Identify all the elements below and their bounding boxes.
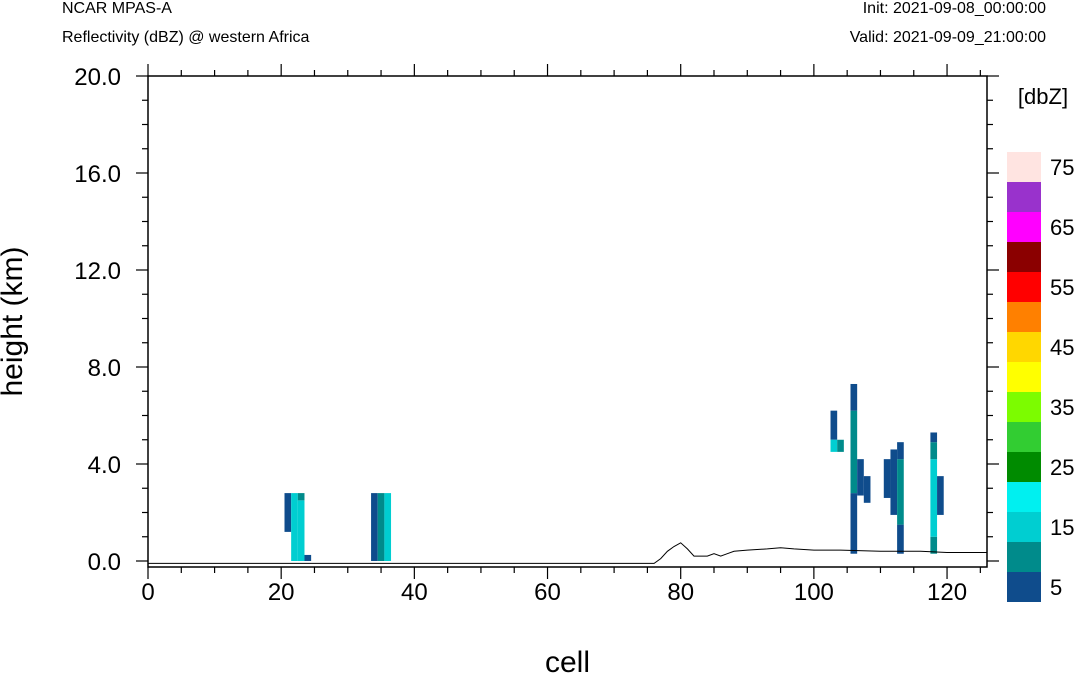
x-tick-label: 60 xyxy=(534,579,561,606)
reflectivity-cell xyxy=(291,493,298,561)
colorbar-swatch xyxy=(1007,482,1041,512)
y-tick-label: 0.0 xyxy=(88,549,121,576)
y-tick-label: 16.0 xyxy=(74,161,121,188)
colorbar-label: 15 xyxy=(1050,515,1074,540)
reflectivity-cell xyxy=(930,432,938,443)
colorbar-swatch xyxy=(1007,272,1041,302)
colorbar-swatch xyxy=(1007,152,1041,182)
x-tick-label: 120 xyxy=(927,579,967,606)
colorbar-swatch xyxy=(1007,182,1041,212)
reflectivity-cells xyxy=(284,383,944,562)
reflectivity-cell xyxy=(930,442,938,460)
colorbar-title: [dbZ] xyxy=(1018,84,1068,109)
reflectivity-cell xyxy=(897,442,904,460)
reflectivity-cell xyxy=(857,459,864,496)
reflectivity-cell xyxy=(284,493,292,532)
reflectivity-cell xyxy=(830,410,838,440)
colorbar-label: 35 xyxy=(1050,395,1074,420)
colorbar-swatch xyxy=(1007,542,1041,572)
colorbar-swatch xyxy=(1007,392,1041,422)
x-axis-label: cell xyxy=(545,646,590,677)
x-tick-label: 40 xyxy=(401,579,428,606)
plot-subtitle: Reflectivity (dBZ) @ western Africa xyxy=(62,29,310,46)
reflectivity-cell xyxy=(371,493,378,561)
y-tick-label: 4.0 xyxy=(88,452,121,479)
colorbar-label: 55 xyxy=(1050,275,1074,300)
reflectivity-cell xyxy=(297,500,305,562)
x-tick-label: 0 xyxy=(141,579,154,606)
reflectivity-cell xyxy=(930,459,938,537)
reflectivity-cell xyxy=(384,493,392,561)
model-title: NCAR MPAS-A xyxy=(62,0,172,17)
colorbar: 5 15 25 35 45 55 65 75 [dbZ] xyxy=(1007,84,1074,602)
colorbar-swatch xyxy=(1007,422,1041,452)
colorbar-label: 65 xyxy=(1050,215,1074,240)
colorbar-swatch xyxy=(1007,362,1041,392)
plot-border xyxy=(147,75,988,568)
plot-frame: 0 20 40 60 80 100 120 0.0 4.0 8.0 12.0 16.0 20.0 cell… xyxy=(0,64,999,677)
colorbar-swatch xyxy=(1007,242,1041,272)
init-time: Init: 2021-09-08_00:00:00 xyxy=(862,0,1046,17)
y-tick-label: 12.0 xyxy=(74,258,121,285)
colorbar-swatch xyxy=(1007,332,1041,362)
reflectivity-cell xyxy=(890,449,898,515)
x-tick-label: 100 xyxy=(794,579,834,606)
reflectivity-cell xyxy=(850,410,858,494)
colorbar-swatch xyxy=(1007,572,1041,602)
colorbar-swatch xyxy=(1007,212,1041,242)
terrain-line xyxy=(148,542,987,564)
y-axis-label: height (km) xyxy=(0,246,29,396)
colorbar-label: 5 xyxy=(1050,575,1062,600)
x-tick-label: 80 xyxy=(667,579,694,606)
colorbar-label: 75 xyxy=(1050,155,1074,180)
reflectivity-cell xyxy=(304,554,312,561)
reflectivity-cell xyxy=(937,476,944,515)
reflectivity-cell xyxy=(377,493,385,561)
y-tick-label: 8.0 xyxy=(88,355,121,382)
reflectivity-cell xyxy=(930,536,938,554)
terrain xyxy=(148,542,987,564)
reflectivity-cell xyxy=(850,383,858,411)
reflectivity-cell xyxy=(837,439,844,452)
colorbar-label: 25 xyxy=(1050,455,1074,480)
colorbar-swatch xyxy=(1007,452,1041,482)
valid-time: Valid: 2021-09-09_21:00:00 xyxy=(849,29,1046,46)
colorbar-label: 45 xyxy=(1050,335,1074,360)
reflectivity-cell xyxy=(883,459,891,498)
y-tick-label: 20.0 xyxy=(74,64,121,91)
colorbar-swatch xyxy=(1007,512,1041,542)
reflectivity-cell xyxy=(297,493,305,501)
reflectivity-cell xyxy=(897,459,904,525)
reflectivity-cell xyxy=(863,476,871,503)
colorbar-swatch xyxy=(1007,302,1041,332)
x-tick-label: 20 xyxy=(268,579,295,606)
reflectivity-cell xyxy=(830,439,838,452)
reflectivity-cell xyxy=(850,493,858,554)
reflectivity-cell xyxy=(897,524,904,554)
